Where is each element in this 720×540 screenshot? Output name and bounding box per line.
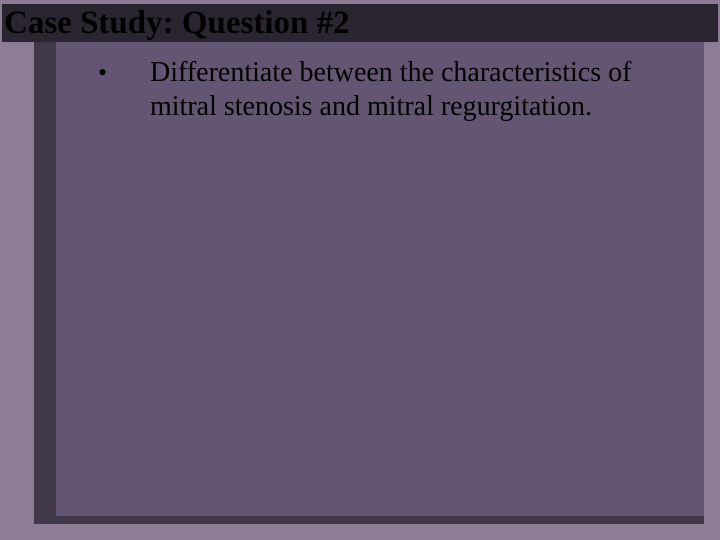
bullet-text: Differentiate between the characteristic…	[150, 56, 650, 124]
bullet-glyph: •	[90, 56, 150, 90]
slide: Case Study: Question #2 • Differentiate …	[0, 0, 720, 540]
content-area: • Differentiate between the characterist…	[90, 56, 650, 124]
slide-title: Case Study: Question #2	[2, 7, 350, 40]
bullet-item: • Differentiate between the characterist…	[90, 56, 650, 124]
title-bar: Case Study: Question #2	[2, 4, 718, 42]
